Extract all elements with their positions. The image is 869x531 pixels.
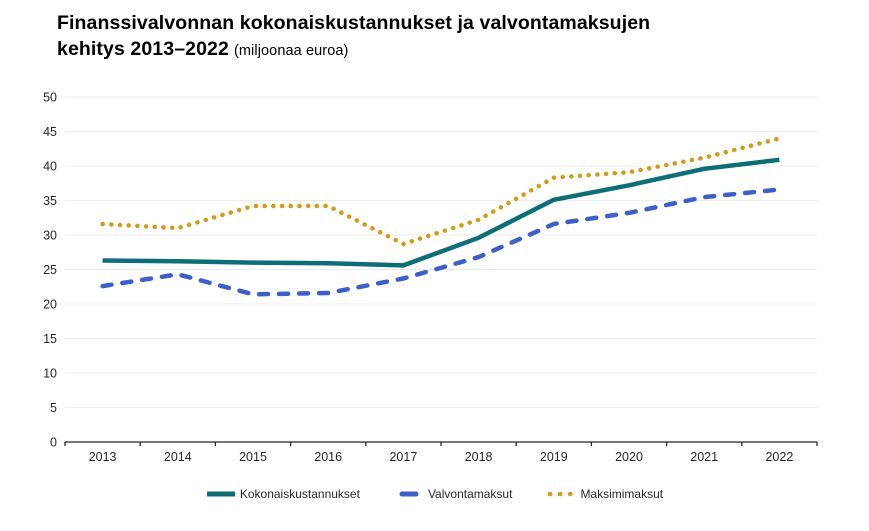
x-tick-label: 2019 (540, 450, 568, 464)
legend-item-kokonaiskustannukset: Kokonaiskustannukset (206, 487, 360, 501)
legend-swatch-dashed-line-icon (394, 490, 424, 498)
chart-title: Finanssivalvonnan kokonaiskustannukset j… (57, 10, 650, 64)
x-axis-labels: 2013 2014 2015 2016 2017 2018 2019 2020 2021 2022 (89, 450, 794, 464)
legend-label: Maksimimaksut (580, 487, 664, 501)
x-tick-label: 2020 (615, 450, 643, 464)
title-line2: kehitys 2013–2022 (57, 38, 229, 60)
series-line-valvontamaksut (100, 187, 782, 297)
y-tick-label: 35 (43, 194, 57, 208)
x-tick-label: 2013 (89, 450, 117, 464)
series-line-kokonaiskustannukset (102, 157, 780, 268)
legend-item-valvontamaksut: Valvontamaksut (394, 487, 513, 501)
y-tick-label: 0 (50, 436, 57, 450)
legend-swatch-solid-line-icon (206, 490, 236, 498)
y-tick-label: 30 (43, 229, 57, 243)
y-tick-label: 50 (43, 91, 57, 105)
x-tick-label: 2015 (239, 450, 267, 464)
chart-legend: Kokonaiskustannukset Valvontamaksut Maks… (0, 487, 869, 501)
x-tick-label: 2022 (765, 450, 793, 464)
legend-label: Valvontamaksut (427, 487, 513, 501)
x-tick-label: 2014 (164, 450, 192, 464)
x-tick-label: 2016 (314, 450, 342, 464)
x-tick-label: 2017 (389, 450, 417, 464)
y-tick-label: 15 (43, 332, 57, 346)
y-tick-label: 20 (43, 298, 57, 312)
y-tick-label: 40 (43, 160, 57, 174)
x-tick-label: 2021 (690, 450, 718, 464)
y-tick-label: 5 (50, 401, 57, 415)
x-tick-label: 2018 (465, 450, 493, 464)
legend-item-maksimimaksut: Maksimimaksut (546, 487, 663, 501)
legend-swatch-dotted-line-icon (546, 490, 576, 498)
series-line-maksimimaksut (100, 136, 782, 247)
x-axis (64, 441, 818, 446)
y-tick-label: 25 (43, 263, 57, 277)
line-chart: 0 5 10 15 20 25 30 35 40 45 50 2013 2014 2015 2016 2017… (43, 91, 818, 464)
title-line1: Finanssivalvonnan kokonaiskustannukset j… (57, 12, 651, 34)
y-axis-labels: 0 5 10 15 20 25 30 35 40 45 50 (43, 91, 57, 450)
legend-label: Kokonaiskustannukset (239, 487, 360, 501)
title-unit-note: (miljoonaa euroa) (233, 43, 349, 59)
y-tick-label: 10 (43, 367, 57, 381)
y-tick-label: 45 (43, 125, 57, 139)
